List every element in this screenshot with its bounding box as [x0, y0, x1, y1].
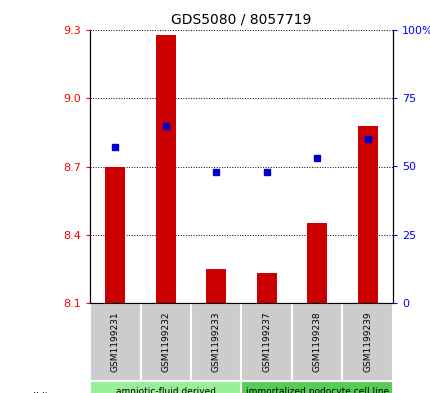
- Bar: [90, 303, 140, 381]
- Bar: [155, 35, 175, 303]
- Bar: [140, 303, 190, 381]
- Text: GSM1199233: GSM1199233: [211, 312, 220, 372]
- Bar: [190, 303, 241, 381]
- Bar: [241, 303, 291, 381]
- Bar: [291, 303, 342, 381]
- Text: GSM1199237: GSM1199237: [261, 312, 270, 372]
- Text: immortalized podocyte cell line
hIPod: immortalized podocyte cell line hIPod: [245, 387, 388, 393]
- Bar: [342, 303, 392, 381]
- Bar: [307, 223, 327, 303]
- Bar: [241, 381, 392, 393]
- Text: cell line: cell line: [22, 392, 60, 393]
- Title: GDS5080 / 8057719: GDS5080 / 8057719: [171, 12, 311, 26]
- Text: GSM1199231: GSM1199231: [111, 312, 120, 372]
- Bar: [357, 125, 377, 303]
- Text: amniotic-fluid derived
hAKPC-P: amniotic-fluid derived hAKPC-P: [116, 387, 215, 393]
- Text: GSM1199238: GSM1199238: [312, 312, 321, 372]
- Text: GSM1199232: GSM1199232: [161, 312, 170, 372]
- Bar: [206, 269, 226, 303]
- Bar: [90, 381, 241, 393]
- Text: GSM1199239: GSM1199239: [362, 312, 372, 372]
- Bar: [256, 274, 276, 303]
- Bar: [105, 167, 125, 303]
